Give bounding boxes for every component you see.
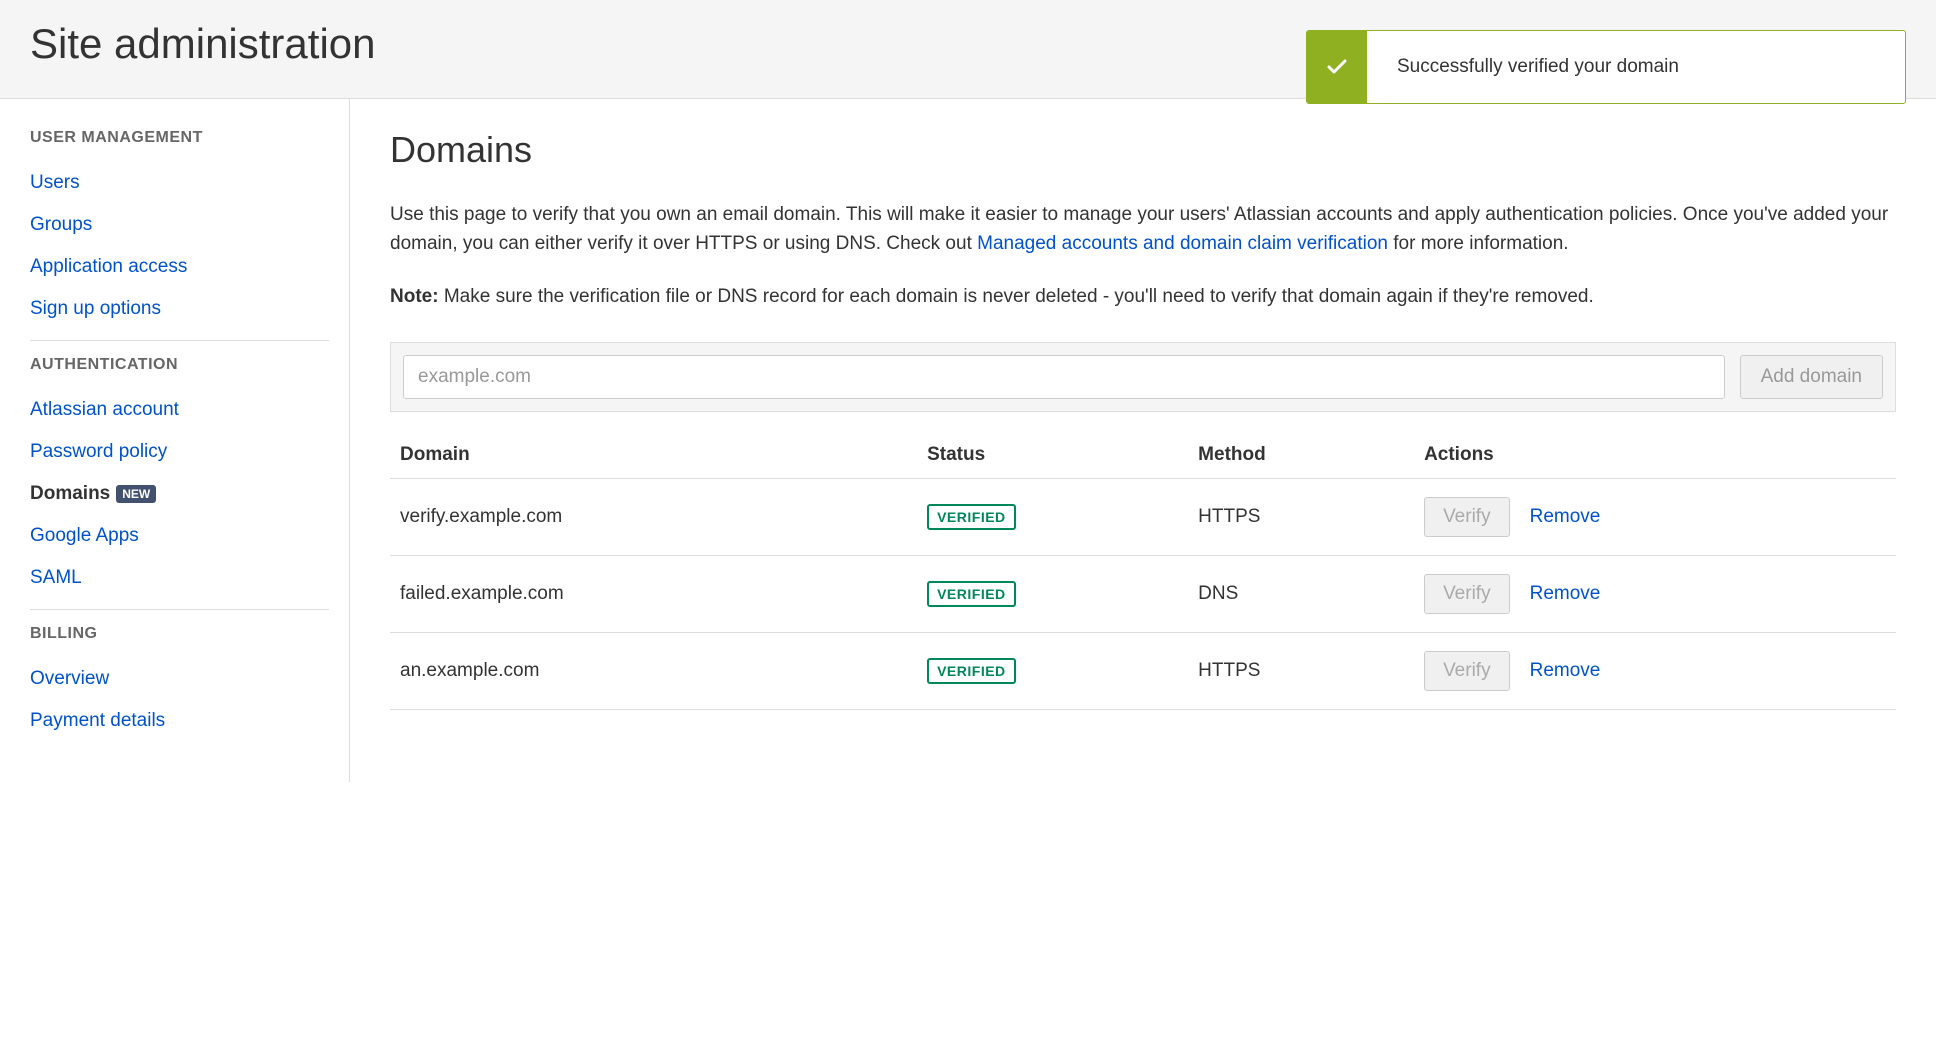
sidebar-item-label: Overview [30,668,109,689]
domains-table: Domain Status Method Actions verify.exam… [390,432,1896,710]
check-icon [1307,31,1367,103]
sidebar-item-label: Sign up options [30,298,161,319]
sidebar-section: AUTHENTICATION Atlassian account Password … [30,340,329,599]
sidebar-item-overview[interactable]: Overview [30,658,329,700]
table-row: verify.example.com VERIFIED HTTPSVerify Rem… [390,478,1896,555]
page-header: Site administration Successfully verifie… [0,0,1936,99]
sidebar-item-saml[interactable]: SAML [30,557,329,599]
sidebar-item-label: Users [30,172,80,193]
verify-button[interactable]: Verify [1424,497,1510,537]
sidebar-item-label: Payment details [30,710,165,731]
sidebar-item-payment-details[interactable]: Payment details [30,700,329,742]
sidebar-item-google-apps[interactable]: Google Apps [30,515,329,557]
remove-link[interactable]: Remove [1530,583,1601,604]
sidebar-heading: BILLING [30,625,329,643]
sidebar-item-label: Domains [30,483,110,504]
cell-domain: an.example.com [390,632,917,709]
description-text: Use this page to verify that you own an … [390,201,1896,258]
sidebar-item-label: Atlassian account [30,399,179,420]
new-badge: NEW [116,485,156,503]
cell-actions: Verify Remove [1414,478,1896,555]
add-domain-button[interactable]: Add domain [1740,355,1883,399]
note-text: Note: Make sure the verification file or… [390,283,1896,312]
cell-method: DNS [1188,555,1414,632]
verify-button[interactable]: Verify [1424,574,1510,614]
cell-status: VERIFIED [917,555,1188,632]
header-actions: Actions [1414,432,1896,479]
header-method: Method [1188,432,1414,479]
sidebar-item-label: Google Apps [30,525,139,546]
sidebar-item-password-policy[interactable]: Password policy [30,431,329,473]
table-row: an.example.com VERIFIED HTTPSVerify Remove [390,632,1896,709]
sidebar-section: BILLING Overview Payment details [30,609,329,742]
sidebar-heading: AUTHENTICATION [30,356,329,374]
cell-domain: failed.example.com [390,555,917,632]
cell-domain: verify.example.com [390,478,917,555]
sidebar-item-users[interactable]: Users [30,162,329,204]
domain-input[interactable] [403,355,1725,399]
sidebar-section: USER MANAGEMENT Users Groups Application ac… [30,129,329,330]
content-title: Domains [390,129,1896,171]
remove-link[interactable]: Remove [1530,506,1601,527]
cell-status: VERIFIED [917,632,1188,709]
verify-button[interactable]: Verify [1424,651,1510,691]
cell-actions: Verify Remove [1414,555,1896,632]
status-badge: VERIFIED [927,581,1016,607]
cell-status: VERIFIED [917,478,1188,555]
sidebar-item-domains[interactable]: Domains NEW [30,473,329,515]
success-notification: Successfully verified your domain [1306,30,1906,104]
sidebar-item-label: Application access [30,256,187,277]
header-domain: Domain [390,432,917,479]
status-badge: VERIFIED [927,504,1016,530]
sidebar-item-application-access[interactable]: Application access [30,246,329,288]
sidebar-item-label: SAML [30,567,82,588]
sidebar-item-label: Groups [30,214,92,235]
cell-actions: Verify Remove [1414,632,1896,709]
remove-link[interactable]: Remove [1530,660,1601,681]
cell-method: HTTPS [1188,632,1414,709]
sidebar-heading: USER MANAGEMENT [30,129,329,147]
cell-method: HTTPS [1188,478,1414,555]
sidebar: USER MANAGEMENT Users Groups Application ac… [0,99,350,782]
help-link[interactable]: Managed accounts and domain claim verifi… [977,233,1388,254]
main-content: Domains Use this page to verify that you… [350,99,1936,782]
table-row: failed.example.com VERIFIED DNSVerify Remov… [390,555,1896,632]
sidebar-item-sign-up-options[interactable]: Sign up options [30,288,329,330]
sidebar-item-groups[interactable]: Groups [30,204,329,246]
status-badge: VERIFIED [927,658,1016,684]
sidebar-item-label: Password policy [30,441,167,462]
notification-message: Successfully verified your domain [1367,31,1709,103]
sidebar-item-atlassian-account[interactable]: Atlassian account [30,389,329,431]
add-domain-bar: Add domain [390,342,1896,412]
header-status: Status [917,432,1188,479]
